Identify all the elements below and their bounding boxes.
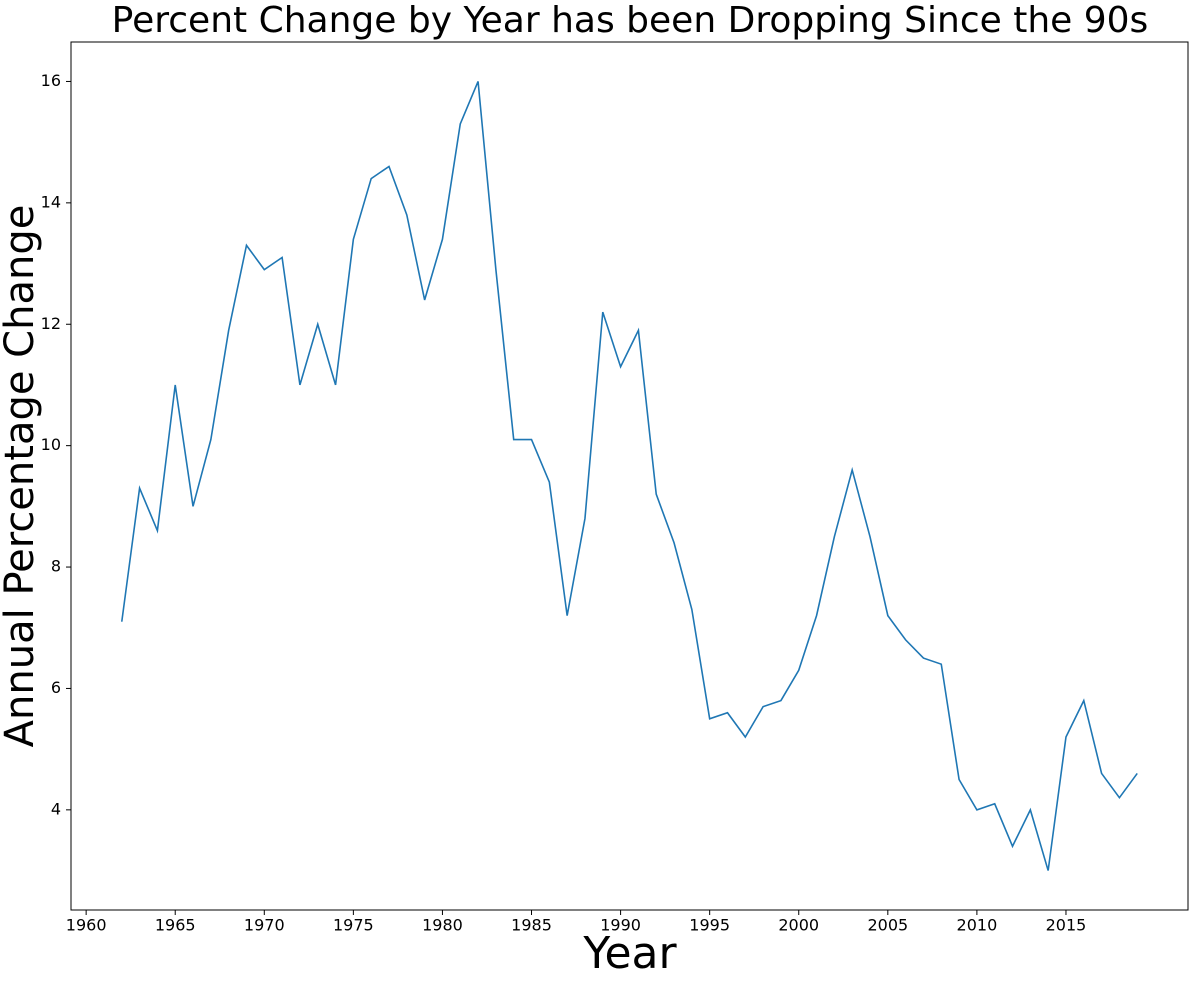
plot-frame [70, 41, 1189, 911]
y-tick-label: 16 [41, 71, 61, 90]
data-line [120, 81, 1138, 871]
x-tick-label: 2000 [778, 916, 819, 935]
x-tick-label: 1990 [600, 916, 641, 935]
x-tick-label: 1960 [66, 916, 107, 935]
x-tick-label: 1975 [333, 916, 374, 935]
chart-title: Percent Change by Year has been Dropping… [112, 0, 1149, 41]
x-axis-label: Year [582, 928, 677, 979]
x-tick-label: 1995 [689, 916, 730, 935]
x-tick-label: 2015 [1046, 916, 1087, 935]
x-tick-label: 1965 [155, 916, 196, 935]
y-tick-label: 14 [41, 192, 61, 211]
y-axis-label: Annual Percentage Change [0, 205, 43, 748]
y-tick-label: 4 [51, 799, 61, 818]
x-tick-label: 1970 [244, 916, 285, 935]
y-tick-label: 12 [41, 314, 61, 333]
y-tick-label: 6 [51, 678, 61, 697]
x-tick-label: 1980 [422, 916, 463, 935]
y-tick-label: 10 [41, 435, 61, 454]
x-tick-label: 2010 [957, 916, 998, 935]
x-tick-label: 2005 [867, 916, 908, 935]
x-tick-label: 1985 [511, 916, 552, 935]
y-tick-label: 8 [51, 557, 61, 576]
